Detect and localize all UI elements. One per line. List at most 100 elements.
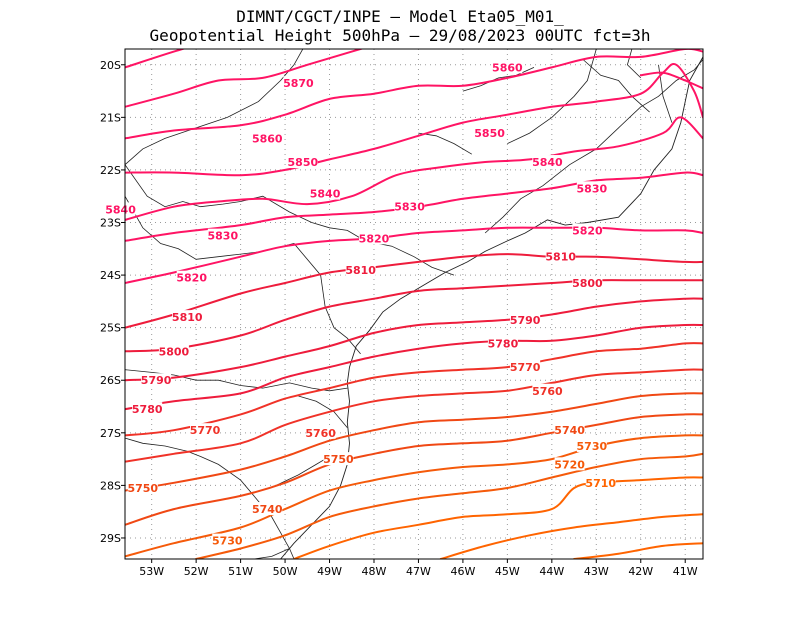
y-tick-label: 20S	[100, 59, 121, 72]
x-tick-label: 50W	[273, 565, 298, 578]
contour-5860	[125, 49, 186, 69]
contour-label-bg	[572, 275, 603, 289]
contour-label: 5810	[545, 251, 576, 264]
contour-5830	[125, 171, 703, 242]
contour-label-bg	[127, 481, 158, 495]
contour-label-bg	[510, 360, 541, 374]
contour-label: 5750	[323, 453, 354, 466]
contour-label: 5830	[208, 230, 239, 243]
contour-label-bg	[283, 76, 314, 90]
contour-label: 5750	[127, 482, 158, 495]
contour-label: 5770	[190, 424, 221, 437]
y-tick-label: 28S	[100, 479, 121, 492]
contour-5710	[293, 476, 703, 559]
contour-label-bg	[252, 131, 283, 145]
contour-label-bg	[141, 373, 172, 387]
state-boundary	[298, 395, 348, 428]
x-tick-label: 46W	[450, 565, 475, 578]
y-tick-label: 22S	[100, 164, 121, 177]
state-boundary	[582, 59, 650, 113]
contour-label-bg	[492, 60, 523, 74]
contour-5720	[195, 452, 703, 559]
contour-label: 5830	[577, 182, 608, 195]
contour-label: 5760	[305, 427, 336, 440]
contour-5790	[125, 297, 703, 382]
contour-label: 5800	[572, 277, 603, 290]
contour-5700	[439, 513, 703, 559]
contour-label: 5730	[577, 440, 608, 453]
state-boundary	[125, 49, 304, 165]
contour-label-bg	[532, 383, 563, 397]
contour-5820	[125, 226, 703, 284]
chart-title: DIMNT/CGCT/INPE — Model Eta05_M01_	[236, 7, 564, 26]
contour-label-bg	[345, 262, 376, 276]
contour-label-bg	[532, 155, 563, 169]
x-tick-label: 48W	[362, 565, 387, 578]
contour-label-bg	[394, 199, 425, 213]
contour-label: 5870	[283, 77, 314, 90]
contour-label: 5840	[310, 188, 341, 201]
contour-label-bg	[305, 425, 336, 439]
x-tick-label: 53W	[139, 565, 164, 578]
contour-5780	[125, 323, 703, 411]
contour-label-bg	[172, 310, 203, 324]
y-axis: 20S 21S 22S 23S 24S 25S 26S 27S 28S 29S	[100, 59, 125, 545]
contour-5730	[125, 434, 703, 558]
x-tick-label: 45W	[495, 565, 520, 578]
y-tick-label: 24S	[100, 269, 121, 282]
contour-label: 5780	[132, 403, 163, 416]
contour-5750	[125, 392, 703, 492]
y-tick-label: 25S	[100, 322, 121, 335]
contour-5870	[125, 49, 365, 108]
x-tick-label: 44W	[539, 565, 564, 578]
contour-label: 5710	[585, 477, 616, 490]
x-tick-label: 43W	[584, 565, 609, 578]
contour-label: 5720	[554, 458, 585, 471]
y-tick-label: 27S	[100, 427, 121, 440]
state-boundary	[484, 59, 703, 234]
contour-label-bg	[572, 223, 603, 237]
contour-label-bg	[323, 452, 354, 466]
contour-label-bg	[310, 186, 341, 200]
contour-label-bg	[487, 336, 518, 350]
contour-label-bg	[190, 423, 221, 437]
contour-label: 5730	[212, 535, 243, 548]
contour-label: 5820	[176, 272, 207, 285]
contour-label-bg	[554, 457, 585, 471]
state-boundary	[626, 49, 642, 79]
map-grid	[125, 49, 703, 559]
state-boundary	[125, 164, 455, 276]
contour-label: 5850	[474, 127, 505, 140]
contour-label: 5760	[532, 385, 563, 398]
contour-label: 5830	[394, 201, 425, 214]
contour-5760	[125, 368, 703, 463]
contour-5850	[125, 63, 703, 177]
state-boundary	[507, 49, 597, 144]
x-tick-label: 52W	[184, 565, 209, 578]
contour-5810	[125, 253, 703, 329]
contour-label: 5850	[288, 156, 319, 169]
contour-label: 5800	[159, 345, 190, 358]
y-tick-label: 29S	[100, 532, 121, 545]
contour-label-bg	[158, 344, 189, 358]
x-tick-label: 51W	[228, 565, 253, 578]
contour-label: 5740	[554, 424, 585, 437]
chart-subtitle: Geopotential Height 500hPa — 29/08/2023 …	[149, 26, 651, 45]
contour-label-bg	[510, 312, 541, 326]
contour-label-bg	[358, 231, 389, 245]
contour-label-bg	[545, 249, 576, 263]
contour-label-bg	[105, 202, 136, 216]
contour-label-bg	[576, 438, 607, 452]
contour-5860	[125, 49, 703, 140]
contour-labels: 5870 5860 5860 5850 5850 5840 5840 5840 5830 5830…	[105, 60, 616, 548]
contour-label-bg	[287, 155, 318, 169]
contour-label: 5810	[172, 311, 203, 324]
contour-label-bg	[207, 228, 238, 242]
x-tick-label: 42W	[628, 565, 653, 578]
y-tick-label: 23S	[100, 217, 121, 230]
contour-label: 5860	[252, 132, 283, 145]
state-boundary	[418, 132, 473, 155]
contour-label-bg	[176, 270, 207, 284]
x-tick-label: 41W	[673, 565, 698, 578]
